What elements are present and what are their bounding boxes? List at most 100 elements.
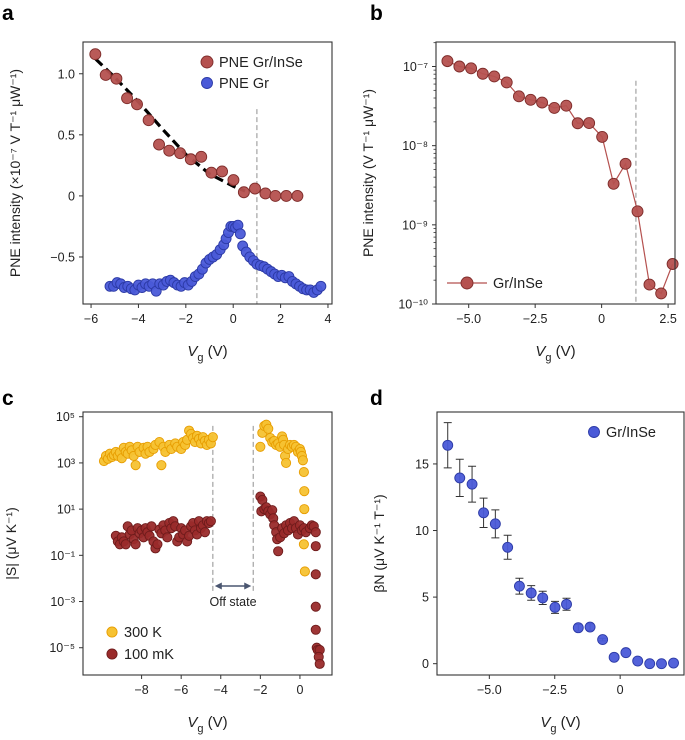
x-label-sub: g [197,723,203,735]
y-tick-label: 10⁵ [56,410,75,424]
data-point [205,166,218,179]
legend-entry: Gr/InSe [447,276,543,292]
data-point [655,287,668,300]
data-point [280,189,293,202]
data-point [597,634,609,646]
data-point [297,455,308,466]
data-point [195,150,208,163]
data-point [620,647,632,659]
x-tick-label: −5.0 [456,312,481,326]
legend-entry: PNE Gr/InSe [200,55,303,71]
x-tick-label: 4 [324,312,331,326]
data-point [263,423,274,434]
data-point [466,478,478,490]
data-point [281,457,292,468]
y-tick-label: 10⁻⁸ [402,139,428,153]
x-tick-label: −5.0 [477,683,502,697]
y-tick-label: 0 [422,657,429,671]
y-tick-label: 10³ [57,456,75,470]
x-axis-label: Vg (V) [187,714,227,735]
data-point [314,658,325,669]
data-point [668,657,679,669]
series-pne-gr-inse [89,48,304,202]
series-pne-gr [104,219,327,298]
x-tick-label: −2.5 [542,683,567,697]
data-point [259,187,272,200]
data-point [299,486,310,497]
data-point [454,472,466,484]
data-point [291,189,304,202]
x-label-unit: (V) [556,714,580,731]
data-point [442,439,454,451]
data-point [476,67,489,80]
legend-entry: PNE Gr [201,76,269,92]
data-point [163,144,176,157]
x-axis-label: Vg (V) [540,714,580,735]
y-axis-label: PNE intensity (×10⁻⁷ V T⁻¹ μW⁻¹) [7,69,23,277]
data-point [120,539,131,550]
series-100-mk [110,491,325,669]
data-point [489,518,501,530]
data-point [142,114,155,127]
data-point [298,467,309,478]
data-point [110,72,123,85]
data-point [549,601,561,613]
plot-frame [435,41,676,305]
data-point [299,504,310,515]
legend-marker [106,626,118,638]
x-tick-label: −2.5 [523,312,548,326]
y-tick-label: −0.5 [50,250,75,264]
x-tick-label: 0 [296,683,303,697]
series-line [447,60,674,295]
data-point [488,70,501,83]
legend-marker [200,55,214,69]
legend-label: Gr/InSe [606,425,656,441]
y-tick-label: 10¹ [57,503,75,517]
panel-a: a −6 −4 −2 0 2 4 1.0 0.5 0 −0.5 Vg (V) PNE intensity… [2,2,333,364]
y-tick-label: 10⁻⁹ [402,218,428,232]
plot-frame [82,41,333,305]
x-label-sub: g [545,352,551,364]
data-point [584,621,596,633]
data-point [237,186,250,199]
data-point [619,157,632,170]
data-point [666,258,679,270]
data-point [152,539,163,550]
data-point [644,658,656,670]
data-point [453,60,466,73]
legend-entry: Gr/InSe [588,425,656,441]
x-tick-label: 0 [230,312,237,326]
data-point [199,527,210,538]
series-gr-inse [442,422,679,670]
data-point [310,541,321,552]
data-point [234,228,246,240]
off-state-label: Off state [210,595,257,609]
y-tick-label: 10⁻³ [50,595,75,609]
data-point [310,601,321,612]
data-point [441,55,454,68]
data-point [513,580,525,592]
data-point [536,96,549,109]
data-point [500,76,513,89]
data-point [607,177,620,190]
y-tick-label: 10⁻¹ [50,549,75,563]
arrow-head-left [214,582,222,590]
data-point [298,539,309,550]
data-point [121,92,134,105]
data-point [512,90,525,103]
x-label-sub: g [550,723,556,735]
panel-d: d −5.0 −2.5 0 0 5 10 15 Vg (V) βN (μV K⁻¹ T⁻¹) Gr/… [370,387,685,735]
y-axis-label: PNE intensity (V T⁻¹ μW⁻¹) [360,89,376,257]
x-label-var: V [535,343,547,360]
legend-label: 300 K [124,625,162,641]
data-point [524,93,537,106]
plot-frame [436,411,685,676]
y-tick-label: 10⁻⁷ [403,60,429,74]
data-point [548,101,561,114]
legend-marker [588,426,600,438]
y-tick-label: 10 [415,524,429,538]
data-point [572,622,584,634]
x-axis-label: Vg (V) [187,343,227,364]
data-point [502,541,514,553]
data-point [184,153,197,166]
